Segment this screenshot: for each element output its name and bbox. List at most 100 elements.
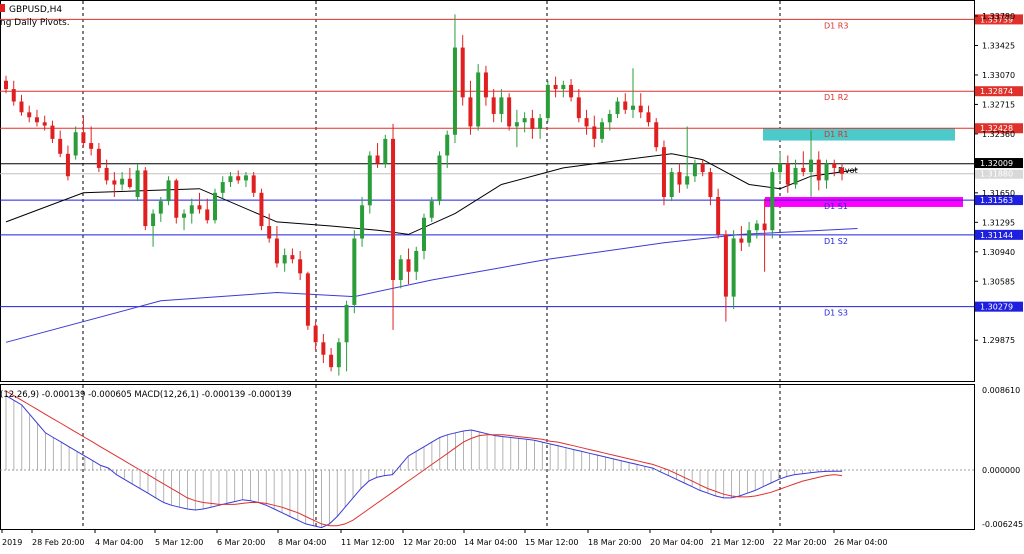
candle-body[interactable] (731, 238, 736, 297)
candle-body[interactable] (151, 213, 156, 227)
candle-body[interactable] (553, 84, 558, 90)
candle-body[interactable] (762, 223, 767, 231)
candle-body[interactable] (631, 105, 635, 110)
candle-body[interactable] (754, 223, 759, 231)
candle-body[interactable] (832, 163, 837, 168)
candle-body[interactable] (182, 213, 187, 218)
candle-body[interactable] (375, 155, 380, 164)
candle-body[interactable] (267, 226, 272, 239)
candle-body[interactable] (723, 234, 728, 297)
candle-body[interactable] (50, 125, 55, 139)
candle-body[interactable] (220, 182, 225, 193)
candle-body[interactable] (530, 118, 535, 129)
candle-body[interactable] (344, 304, 349, 343)
candle-body[interactable] (623, 101, 628, 110)
candle-body[interactable] (42, 122, 47, 126)
candle-body[interactable] (600, 122, 605, 139)
candle-body[interactable] (778, 163, 783, 173)
candle-body[interactable] (615, 101, 620, 114)
candle-body[interactable] (251, 175, 256, 193)
candle-body[interactable] (685, 176, 690, 185)
candle-body[interactable] (166, 180, 171, 202)
candle-body[interactable] (445, 134, 450, 156)
candle-body[interactable] (11, 89, 16, 102)
candle-body[interactable] (352, 238, 357, 305)
candle-body[interactable] (692, 163, 697, 177)
candle-body[interactable] (569, 84, 574, 98)
candle-body[interactable] (452, 47, 457, 135)
candle-body[interactable] (329, 354, 334, 368)
candle-body[interactable] (298, 259, 303, 274)
candle-body[interactable] (120, 178, 125, 185)
candle-body[interactable] (669, 172, 674, 197)
candle-body[interactable] (96, 148, 101, 168)
candle-body[interactable] (561, 84, 566, 90)
candle-body[interactable] (793, 167, 798, 185)
candle-body[interactable] (73, 132, 78, 156)
candle-body[interactable] (112, 180, 117, 185)
candle-body[interactable] (507, 97, 512, 127)
candle-body[interactable] (197, 205, 202, 210)
candle-body[interactable] (213, 192, 217, 221)
candle-body[interactable] (274, 238, 279, 264)
candle-body[interactable] (708, 172, 713, 197)
candle-body[interactable] (700, 163, 705, 173)
candle-body[interactable] (677, 172, 682, 185)
candle-body[interactable] (747, 230, 752, 243)
candle-body[interactable] (236, 176, 241, 181)
candle-body[interactable] (398, 259, 403, 281)
candle-body[interactable] (514, 122, 519, 127)
candle-body[interactable] (65, 153, 70, 177)
candle-body[interactable] (135, 170, 140, 197)
candle-body[interactable] (406, 259, 411, 272)
candle-body[interactable] (143, 170, 148, 227)
candle-body[interactable] (468, 97, 473, 127)
candle-body[interactable] (816, 159, 821, 181)
candle-body[interactable] (770, 172, 775, 231)
candle-body[interactable] (607, 113, 612, 123)
candle-body[interactable] (576, 97, 581, 119)
candle-body[interactable] (801, 167, 806, 173)
candle-body[interactable] (785, 163, 790, 185)
candle-body[interactable] (422, 217, 426, 251)
candle-body[interactable] (414, 250, 419, 272)
candle-body[interactable] (158, 201, 163, 214)
candle-body[interactable] (716, 196, 721, 235)
candle-body[interactable] (383, 138, 388, 164)
candle-body[interactable] (824, 163, 829, 181)
candle-body[interactable] (27, 112, 32, 118)
candle-body[interactable] (189, 205, 194, 214)
candle-body[interactable] (522, 118, 527, 123)
candle-body[interactable] (460, 47, 465, 98)
candle-body[interactable] (654, 122, 659, 148)
candle-body[interactable] (483, 72, 488, 98)
candle-body[interactable] (437, 155, 442, 202)
candle-body[interactable] (638, 105, 643, 113)
candle-body[interactable] (367, 155, 372, 206)
candle-body[interactable] (205, 209, 210, 221)
candle-body[interactable] (290, 255, 295, 260)
candle-body[interactable] (429, 201, 434, 218)
candle-body[interactable] (4, 80, 8, 90)
candle-body[interactable] (840, 167, 844, 174)
candle-body[interactable] (81, 132, 86, 144)
candle-body[interactable] (476, 72, 481, 127)
candle-body[interactable] (592, 126, 597, 139)
candle-body[interactable] (321, 342, 326, 355)
candle-body[interactable] (127, 178, 132, 188)
candle-body[interactable] (305, 273, 310, 326)
candle-body[interactable] (661, 147, 666, 197)
candle-body[interactable] (228, 176, 233, 183)
candle-body[interactable] (58, 138, 63, 154)
candle-body[interactable] (313, 325, 318, 343)
candle-body[interactable] (739, 238, 744, 243)
candle-body[interactable] (282, 255, 287, 264)
candle-body[interactable] (499, 97, 504, 114)
candle-body[interactable] (336, 342, 341, 368)
candle-body[interactable] (538, 118, 543, 129)
candle-body[interactable] (174, 180, 179, 218)
candle-body[interactable] (89, 143, 94, 149)
candle-body[interactable] (259, 192, 264, 227)
candle-body[interactable] (646, 112, 651, 123)
